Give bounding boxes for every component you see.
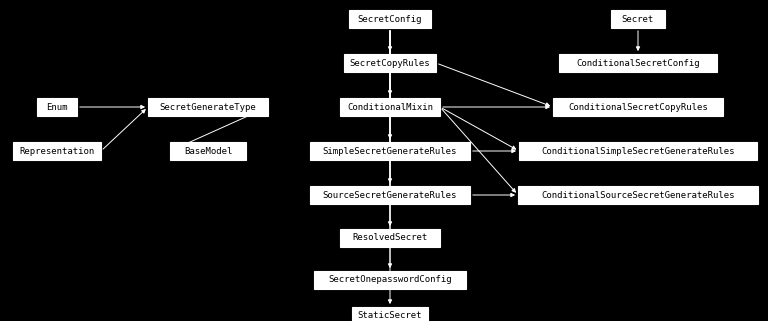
Text: ConditionalSourceSecretGenerateRules: ConditionalSourceSecretGenerateRules bbox=[541, 190, 735, 199]
Bar bbox=[148, 98, 268, 116]
Bar bbox=[314, 271, 466, 289]
Text: Enum: Enum bbox=[46, 102, 68, 111]
Bar bbox=[37, 98, 77, 116]
Text: BaseModel: BaseModel bbox=[184, 146, 232, 155]
Bar bbox=[553, 98, 723, 116]
Bar bbox=[310, 186, 470, 204]
Text: StaticSecret: StaticSecret bbox=[358, 311, 422, 320]
Text: Secret: Secret bbox=[622, 14, 654, 23]
Bar bbox=[352, 307, 428, 321]
Bar bbox=[559, 54, 717, 72]
Bar bbox=[519, 142, 757, 160]
Text: ConditionalSimpleSecretGenerateRules: ConditionalSimpleSecretGenerateRules bbox=[541, 146, 735, 155]
Text: SourceSecretGenerateRules: SourceSecretGenerateRules bbox=[323, 190, 457, 199]
Text: SimpleSecretGenerateRules: SimpleSecretGenerateRules bbox=[323, 146, 457, 155]
Text: SecretCopyRules: SecretCopyRules bbox=[349, 58, 430, 67]
Bar bbox=[349, 10, 431, 28]
Text: ResolvedSecret: ResolvedSecret bbox=[353, 233, 428, 242]
Bar bbox=[518, 186, 758, 204]
Text: ConditionalMixin: ConditionalMixin bbox=[347, 102, 433, 111]
Bar bbox=[170, 142, 246, 160]
Text: Representation: Representation bbox=[19, 146, 94, 155]
Bar bbox=[340, 229, 440, 247]
Text: SecretGenerateType: SecretGenerateType bbox=[160, 102, 257, 111]
Bar bbox=[611, 10, 665, 28]
Bar bbox=[310, 142, 470, 160]
Bar bbox=[344, 54, 436, 72]
Bar bbox=[13, 142, 101, 160]
Text: ConditionalSecretConfig: ConditionalSecretConfig bbox=[576, 58, 700, 67]
Text: SecretConfig: SecretConfig bbox=[358, 14, 422, 23]
Bar bbox=[340, 98, 440, 116]
Text: SecretOnepasswordConfig: SecretOnepasswordConfig bbox=[328, 275, 452, 284]
Text: ConditionalSecretCopyRules: ConditionalSecretCopyRules bbox=[568, 102, 708, 111]
